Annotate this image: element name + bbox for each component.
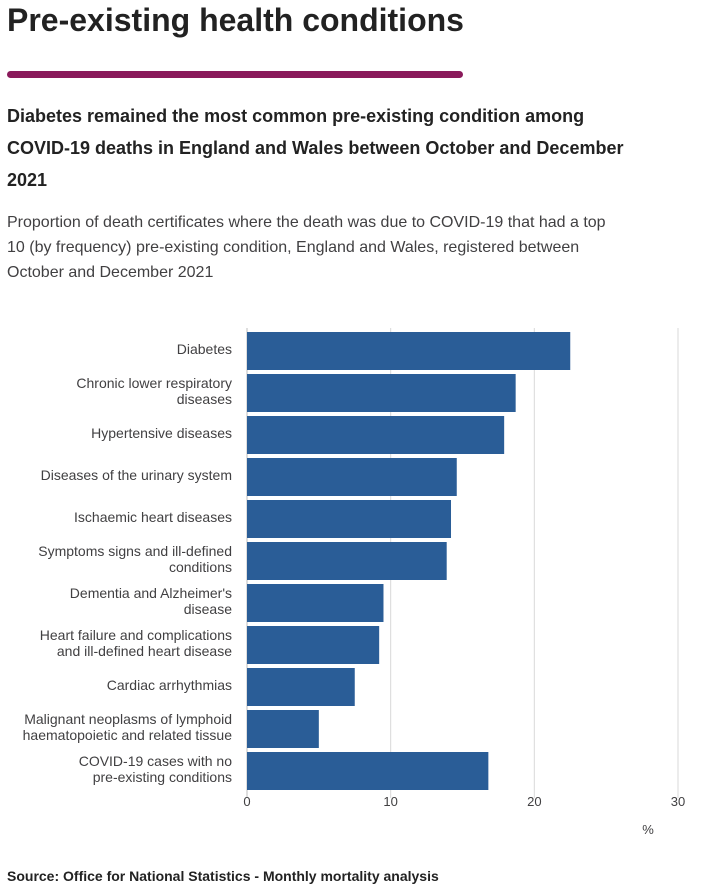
category-label: Hypertensive diseases [91,425,232,441]
x-tick-label: 30 [671,794,685,809]
source-note: Source: Office for National Statistics -… [7,868,439,884]
x-tick-label: 20 [527,794,541,809]
chart-title: Diabetes remained the most common pre-ex… [7,106,624,190]
bar [247,458,457,496]
category-labels: Diabetes Chronic lower respiratory disease… [23,341,233,785]
category-label: Malignant neoplasms of lymphoid haematopo… [23,711,233,743]
bar [247,710,319,748]
category-label: Heart failure and complications and ill-d… [40,627,232,659]
x-axis-ticks: 0 10 20 30 [243,794,685,809]
bar [247,626,380,664]
category-label: Ischaemic heart diseases [74,509,232,525]
bar [247,374,516,412]
category-label: Chronic lower respiratory diseases [76,375,232,407]
bar [247,584,384,622]
category-label: Dementia and Alzheimer's disease [70,585,232,617]
bar [247,542,447,580]
bar [247,668,355,706]
x-tick-label: 0 [243,794,250,809]
title-accent-rule [7,71,463,78]
category-label: Diabetes [177,341,232,357]
page-title: Pre-existing health conditions [7,2,464,38]
bars [247,332,571,790]
bar-chart: Diabetes Chronic lower respiratory disease… [23,328,685,837]
bar [247,416,505,454]
x-tick-label: 10 [383,794,397,809]
bar [247,752,489,790]
category-label: COVID-19 cases with no pre-existing condi… [79,753,232,785]
category-label: Diseases of the urinary system [41,467,232,483]
category-label: Cardiac arrhythmias [107,677,232,693]
x-axis-label: % [642,822,654,837]
chart-subtitle: Proportion of death certificates where t… [7,214,606,281]
category-label: Symptoms signs and ill-defined conditions [38,543,232,575]
bar [247,332,571,370]
bar [247,500,452,538]
